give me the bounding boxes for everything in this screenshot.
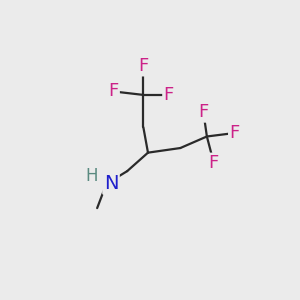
Text: F: F xyxy=(198,103,208,121)
Text: N: N xyxy=(104,174,118,193)
Text: F: F xyxy=(209,154,219,172)
Text: F: F xyxy=(108,82,118,100)
Text: F: F xyxy=(230,124,240,142)
Text: F: F xyxy=(138,57,148,75)
Text: H: H xyxy=(85,167,98,185)
Text: F: F xyxy=(164,86,174,104)
